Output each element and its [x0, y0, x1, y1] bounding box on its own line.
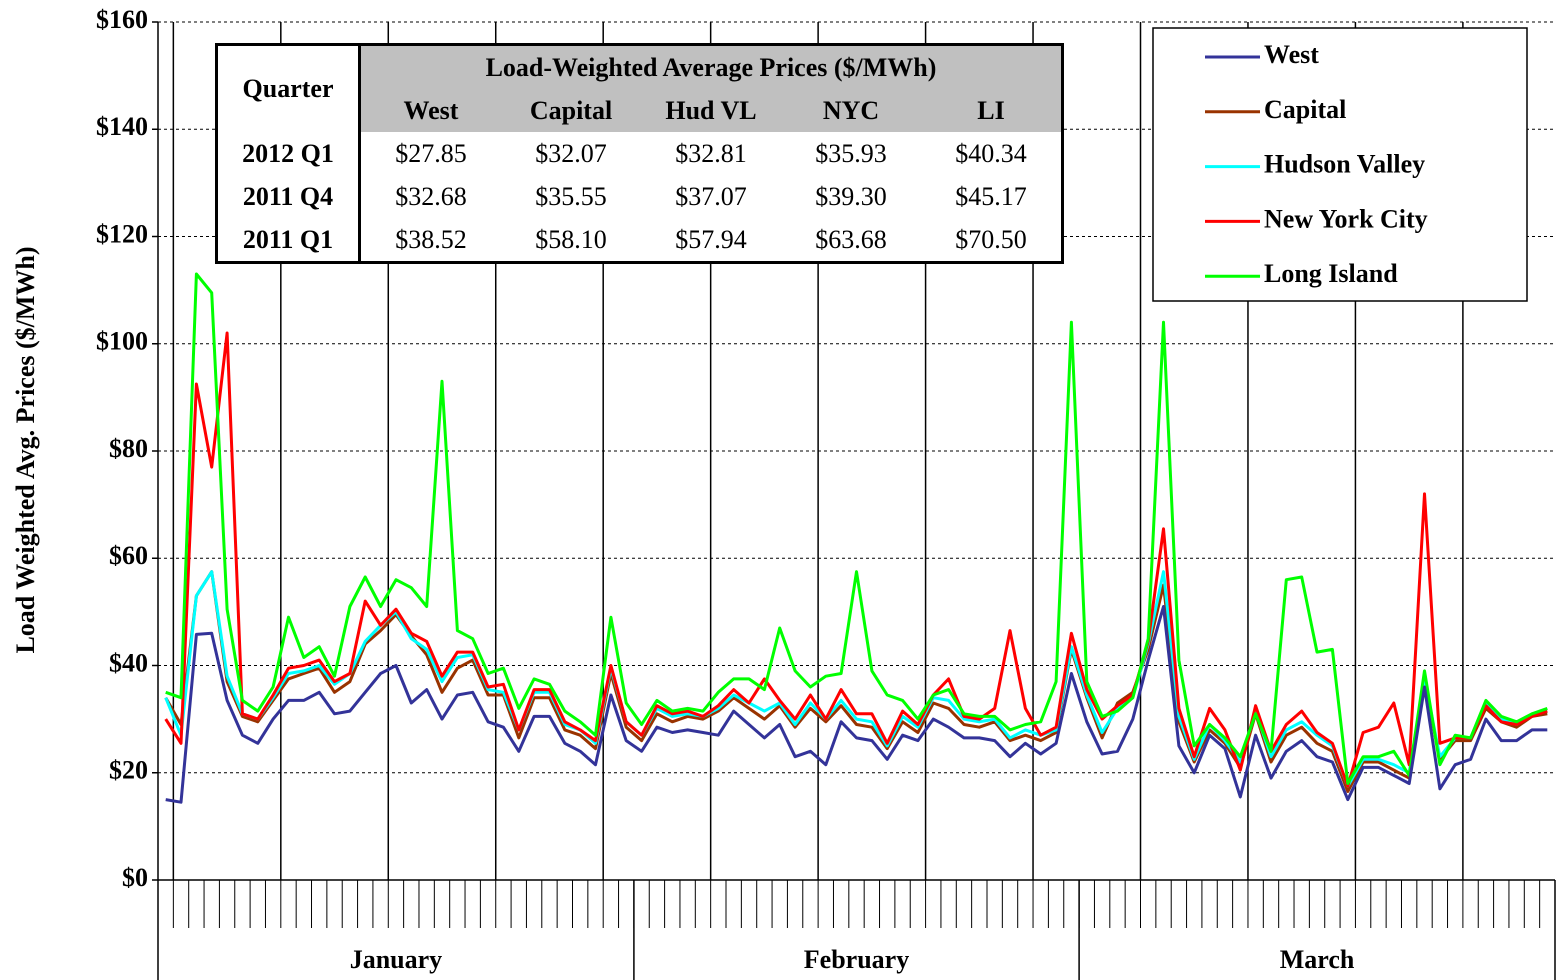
- legend-label: Long Island: [1264, 259, 1398, 288]
- table-corner: Quarter: [216, 44, 361, 132]
- table-cell: $35.93: [815, 138, 887, 168]
- table-cell: $70.50: [955, 224, 1027, 254]
- table-header: Load-Weighted Average Prices ($/MWh): [359, 44, 1063, 89]
- legend-label: Capital: [1264, 95, 1346, 124]
- table-column: West: [359, 89, 501, 132]
- table-cell: $35.55: [535, 181, 607, 211]
- y-tick-label: $160: [96, 5, 148, 34]
- table-column: NYC: [781, 89, 921, 132]
- legend-label: West: [1264, 40, 1319, 69]
- table-column: Capital: [501, 89, 641, 132]
- series-line: [165, 605, 1548, 804]
- series-line: [165, 272, 1548, 785]
- row-label: 2011 Q4: [216, 175, 361, 218]
- x-group-label: January: [350, 945, 442, 974]
- y-tick-label: $40: [109, 648, 148, 677]
- series-line: [164, 331, 1548, 788]
- table-row: 2012 Q1 $27.85 $32.07 $32.81 $35.93 $40.34: [216, 132, 1063, 175]
- table-cell: $37.07: [675, 181, 747, 211]
- table-cell: $38.52: [395, 224, 467, 254]
- table-column: Hud VL: [641, 89, 781, 132]
- y-tick-label: $140: [96, 112, 148, 141]
- table-cell: $57.94: [675, 224, 747, 254]
- row-label: 2012 Q1: [216, 132, 361, 175]
- y-axis-label: Load Weighted Avg. Prices ($/MWh): [11, 246, 40, 653]
- table-cell: $63.68: [815, 224, 887, 254]
- legend-label: Hudson Valley: [1264, 150, 1425, 179]
- table-cell: $32.68: [395, 181, 467, 211]
- table-cell: $58.10: [535, 224, 607, 254]
- x-group-label: February: [804, 945, 909, 974]
- x-group-label: March: [1280, 945, 1355, 974]
- y-tick-label: $60: [109, 541, 148, 570]
- y-tick-label: $20: [109, 756, 148, 785]
- table-cell: $45.17: [955, 181, 1027, 211]
- y-tick-label: $120: [96, 219, 148, 248]
- y-tick-label: $80: [109, 434, 148, 463]
- table-row: 2011 Q4 $32.68 $35.55 $37.07 $39.30 $45.17: [216, 175, 1063, 218]
- table-column: LI: [921, 89, 1063, 132]
- table-cell: $32.07: [535, 138, 607, 168]
- y-tick-label: $0: [122, 863, 148, 892]
- table-cell: $32.81: [675, 138, 747, 168]
- summary-table: Quarter Load-Weighted Average Prices ($/…: [215, 43, 1064, 264]
- table-cell: $40.34: [955, 138, 1027, 168]
- table-cell: $27.85: [395, 138, 467, 168]
- legend-label: New York City: [1264, 204, 1428, 233]
- table-columns: West Capital Hud VL NYC LI: [217, 89, 1063, 132]
- table-cell: $39.30: [815, 181, 887, 211]
- legend-box: [1152, 27, 1528, 302]
- series-line: [164, 570, 1548, 788]
- y-tick-label: $100: [96, 327, 148, 356]
- table-row: 2011 Q1 $38.52 $58.10 $57.94 $63.68 $70.50: [216, 218, 1063, 263]
- row-label: 2011 Q1: [216, 218, 361, 263]
